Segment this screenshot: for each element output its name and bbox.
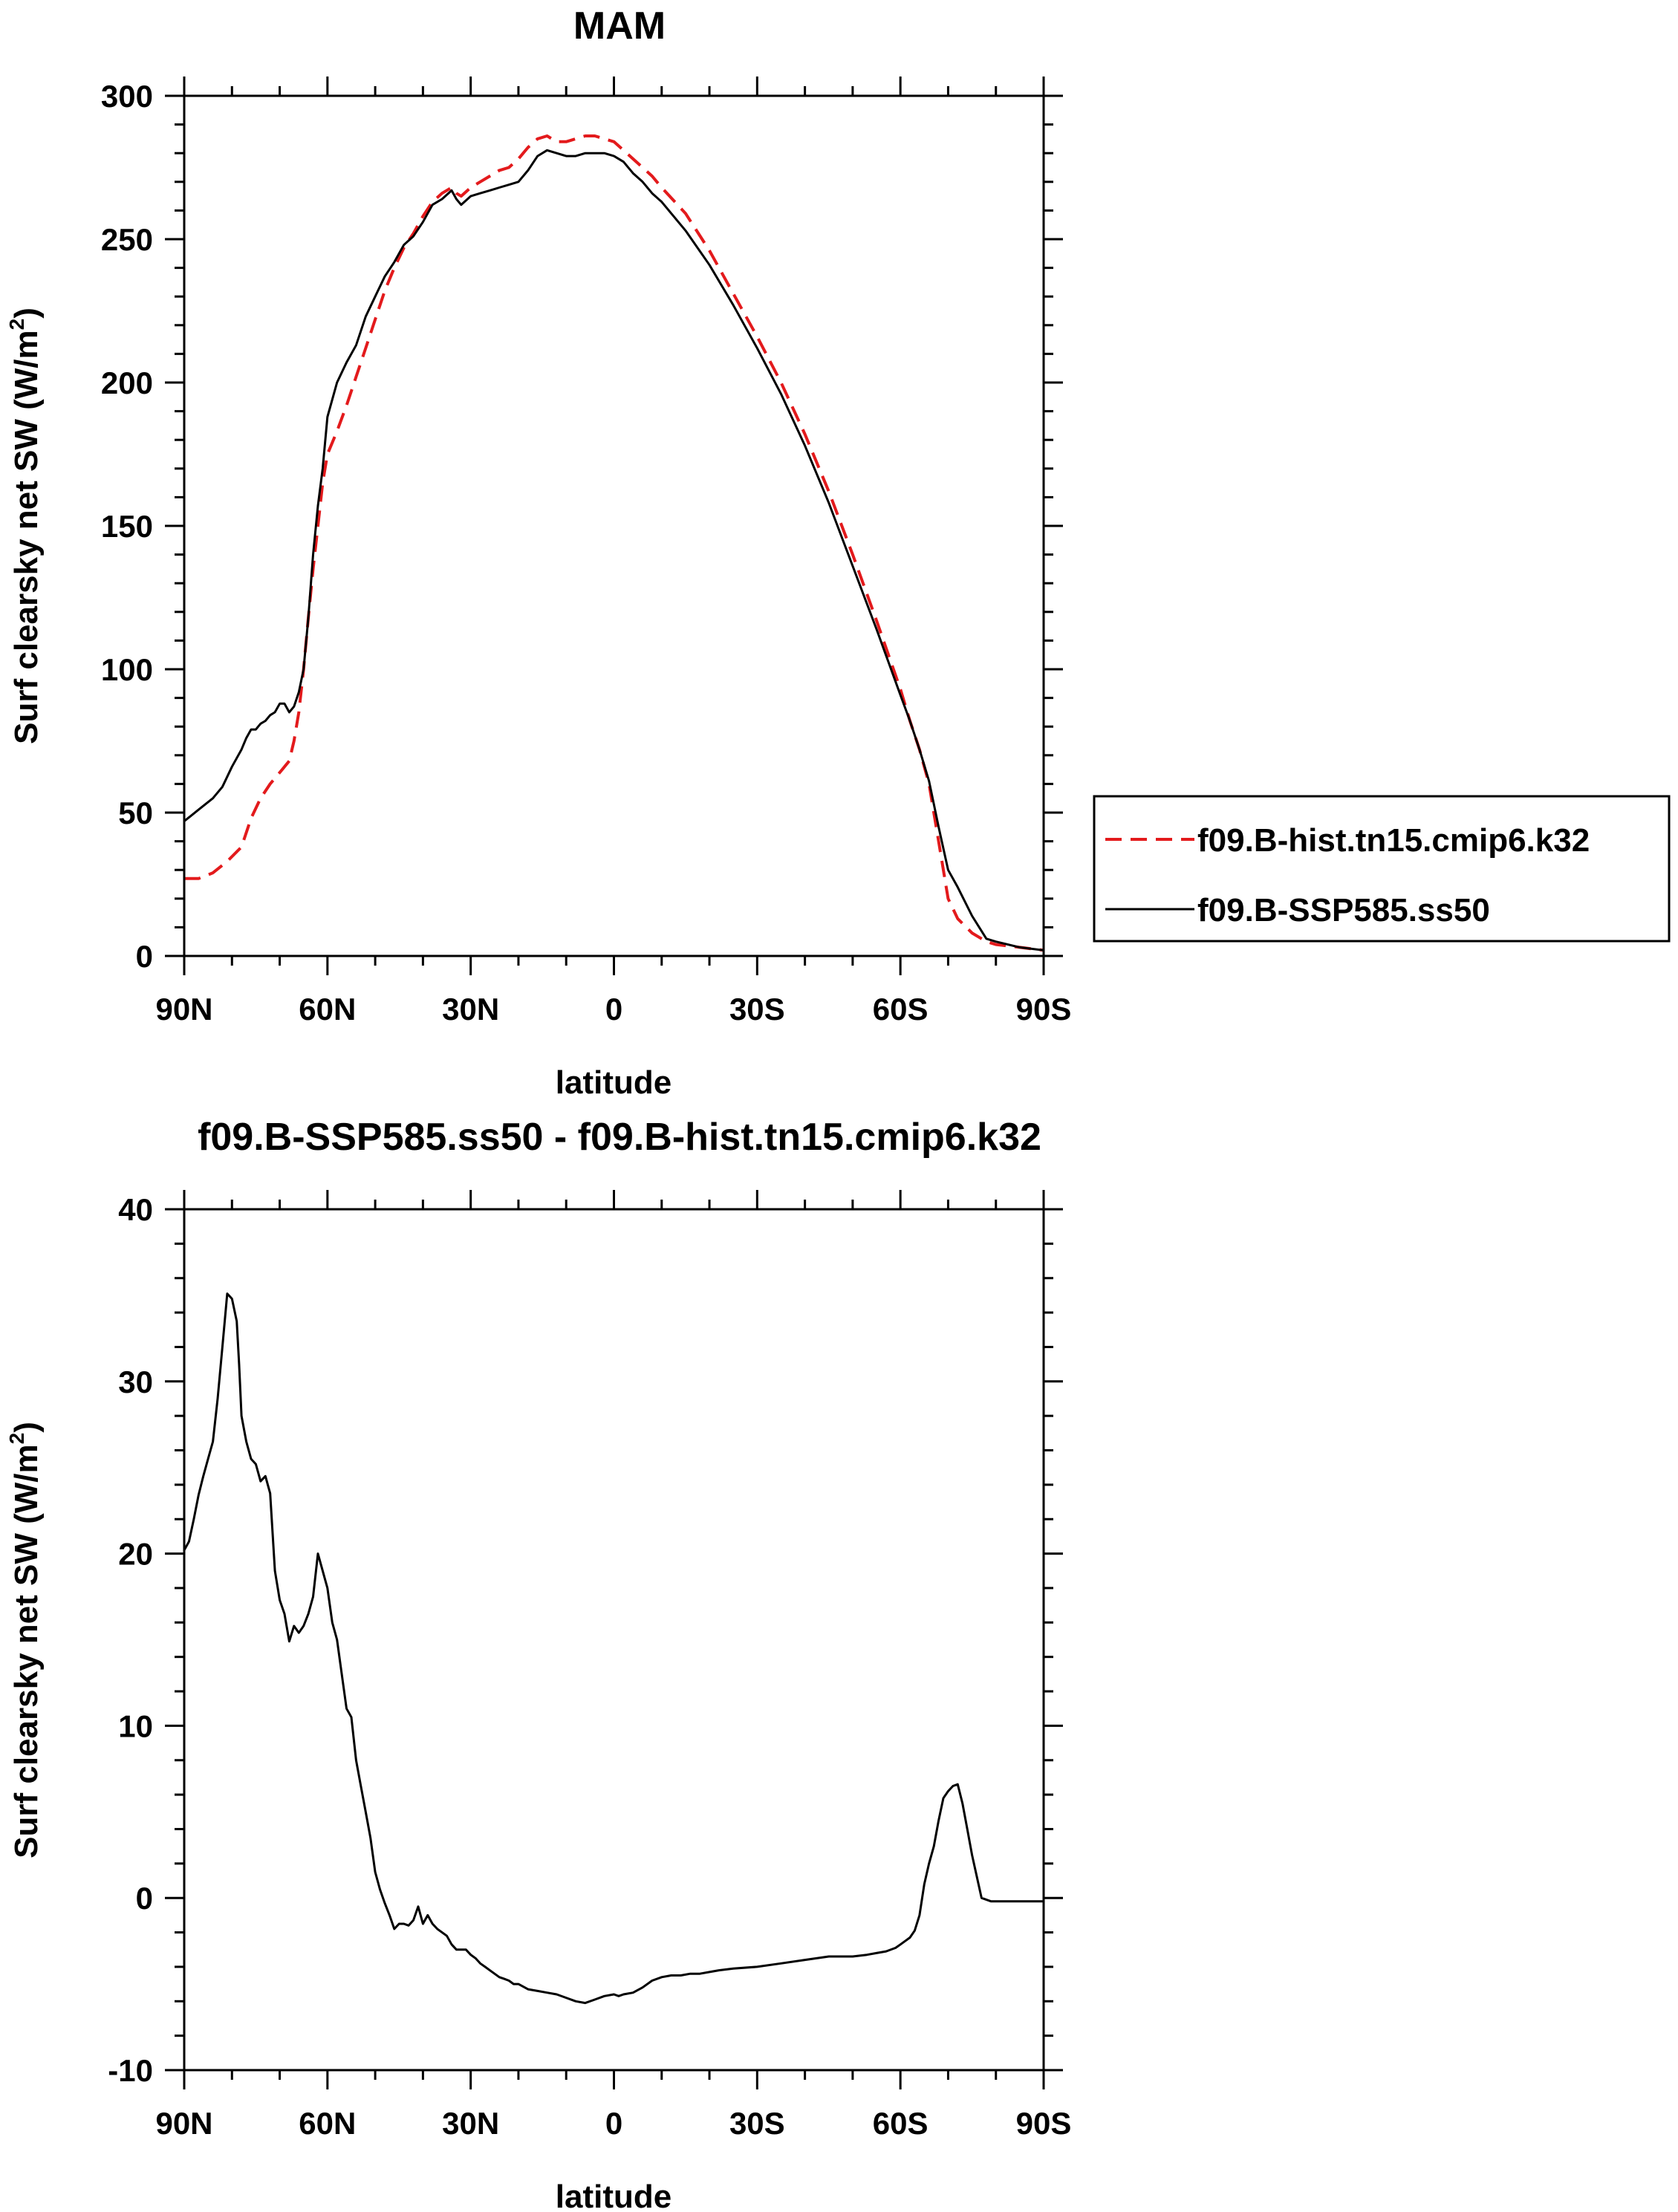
top-chart-x-tick-label: 0 bbox=[605, 992, 622, 1027]
bottom-chart-plot-frame bbox=[183, 1208, 1045, 2072]
bottom-chart-x-tick-label: 90N bbox=[155, 2106, 212, 2141]
top-chart-ticks: 90N 60N 30N 0 30S 60S 90S 0 50 100 150 200 250 300 bbox=[101, 77, 1071, 1027]
legend-label-ssp585: f09.B-SSP585.ss50 bbox=[1197, 892, 1490, 928]
bottom-chart-series bbox=[183, 1292, 1044, 2005]
bottom-chart-y-tick-label: -10 bbox=[108, 2053, 153, 2088]
bottom-chart-x-tick-label: 60N bbox=[299, 2106, 356, 2141]
top-chart-y-axis-label: Surf clearsky net SW (W/m2) bbox=[5, 308, 45, 744]
bottom-chart-ticks: 90N 60N 30N 0 30S 60S 90S -10 0 10 20 30 40 bbox=[108, 1190, 1071, 2141]
bottom-chart-x-tick-label: 30S bbox=[729, 2106, 785, 2141]
top-chart-x-tick-label: 90S bbox=[1016, 992, 1072, 1027]
legend: f09.B-hist.tn15.cmip6.k32 f09.B-SSP585.s… bbox=[1093, 795, 1671, 943]
top-chart-y-tick-label: 50 bbox=[118, 796, 153, 830]
top-chart-x-tick-label: 60S bbox=[873, 992, 929, 1027]
top-chart-x-tick-label: 30N bbox=[442, 992, 499, 1027]
legend-box bbox=[1093, 795, 1671, 943]
bottom-chart-y-tick-label: 30 bbox=[118, 1364, 153, 1399]
top-chart-y-tick-label: 100 bbox=[101, 652, 153, 687]
top-chart-x-tick-label: 60N bbox=[299, 992, 356, 1027]
top-chart-x-tick-label: 30S bbox=[729, 992, 785, 1027]
top-chart-plot-frame bbox=[183, 94, 1045, 957]
top-chart-title: MAM bbox=[573, 4, 666, 48]
top-chart: MAM 90N 60N 30N 0 30S 60S 90S 0 50 100 150 200 250 30… bbox=[5, 4, 1671, 1101]
top-chart-x-tick-label: 90N bbox=[155, 992, 212, 1027]
bottom-chart-x-axis-label: latitude bbox=[556, 2179, 671, 2212]
bottom-chart-x-tick-label: 60S bbox=[873, 2106, 929, 2141]
legend-label-hist: f09.B-hist.tn15.cmip6.k32 bbox=[1197, 822, 1590, 859]
top-chart-y-tick-label: 200 bbox=[101, 365, 153, 400]
bottom-chart-x-tick-label: 30N bbox=[442, 2106, 499, 2141]
bottom-chart-x-tick-label: 0 bbox=[605, 2106, 622, 2141]
bottom-chart-x-tick-label: 90S bbox=[1016, 2106, 1072, 2141]
top-chart-x-axis-label: latitude bbox=[556, 1064, 671, 1101]
bottom-chart: f09.B-SSP585.ss50 - f09.B-hist.tn15.cmip… bbox=[5, 1116, 1071, 2212]
bottom-chart-title: f09.B-SSP585.ss50 - f09.B-hist.tn15.cmip… bbox=[198, 1116, 1041, 1159]
top-chart-series bbox=[183, 134, 1044, 952]
top-chart-y-tick-label: 250 bbox=[101, 222, 153, 257]
bottom-chart-y-axis-label: Surf clearsky net SW (W/m2) bbox=[5, 1422, 45, 1858]
top-chart-series-f09-b-ssp585-ss50 bbox=[183, 149, 1044, 952]
bottom-chart-series-difference bbox=[183, 1292, 1044, 2005]
bottom-chart-y-tick-label: 40 bbox=[118, 1192, 153, 1227]
bottom-chart-y-tick-label: 0 bbox=[136, 1881, 153, 1916]
top-chart-y-tick-label: 0 bbox=[136, 939, 153, 974]
bottom-chart-y-tick-label: 10 bbox=[118, 1708, 153, 1743]
bottom-chart-y-tick-label: 20 bbox=[118, 1537, 153, 1572]
top-chart-y-tick-label: 150 bbox=[101, 509, 153, 544]
top-chart-y-tick-label: 300 bbox=[101, 79, 153, 114]
